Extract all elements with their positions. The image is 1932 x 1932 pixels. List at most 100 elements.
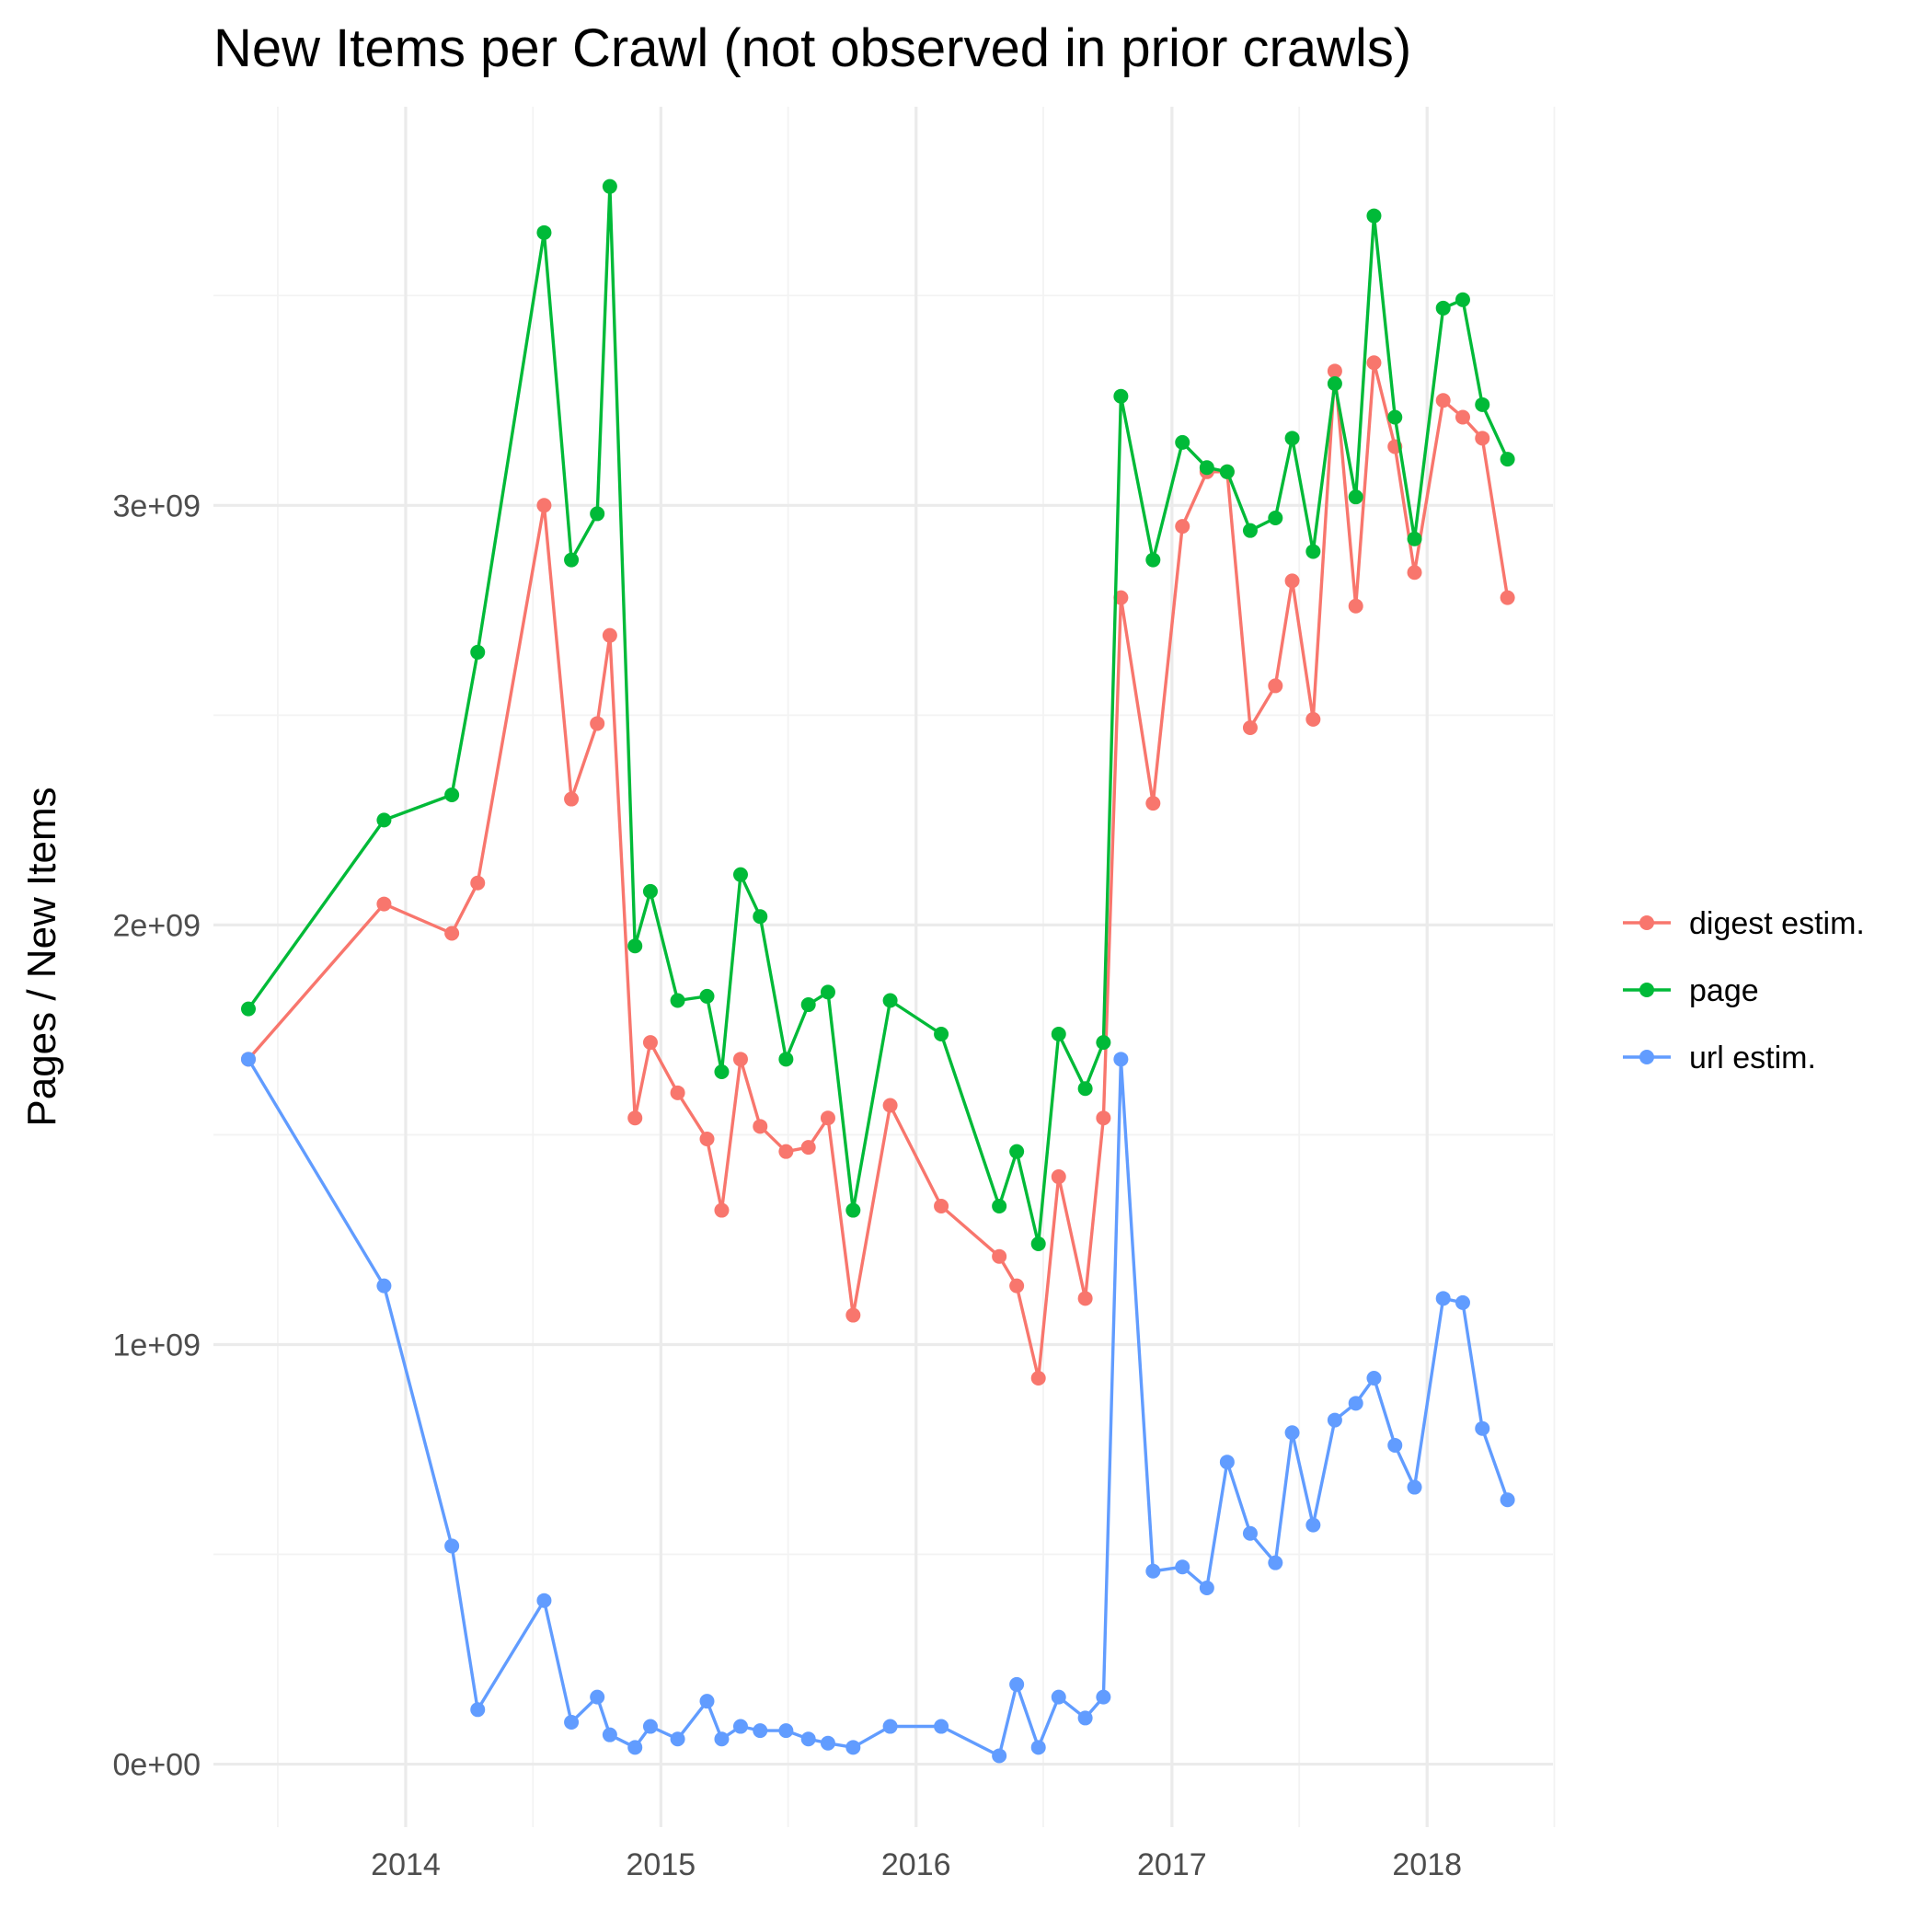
legend-label: digest estim. — [1689, 906, 1865, 941]
data-point — [699, 1132, 715, 1146]
x-axis-ticks: 2014 2015 2016 2017 2018 — [371, 1847, 1462, 1882]
data-point — [1096, 1110, 1111, 1126]
data-point — [1009, 1144, 1025, 1159]
data-point — [1030, 1740, 1046, 1755]
data-point — [820, 984, 835, 1000]
data-point — [992, 1748, 1007, 1764]
data-point — [934, 1719, 949, 1734]
data-point — [536, 498, 552, 513]
data-point — [820, 1110, 835, 1126]
y-tick-label: 1e+09 — [113, 1328, 201, 1363]
data-point — [642, 883, 658, 899]
data-point — [1327, 376, 1342, 392]
data-point — [1284, 431, 1300, 446]
legend: digest estim. page url estim. — [1623, 906, 1865, 1075]
data-point — [1242, 523, 1258, 538]
data-point — [1366, 1370, 1382, 1386]
data-point — [1268, 678, 1283, 694]
data-point — [1407, 531, 1422, 546]
legend-key-point — [1639, 915, 1654, 930]
grid — [213, 107, 1556, 1827]
data-point — [1242, 1525, 1258, 1541]
data-point — [1096, 1035, 1111, 1051]
data-point — [602, 627, 617, 643]
data-point — [714, 1202, 730, 1218]
data-point — [732, 1719, 748, 1734]
legend-label: url estim. — [1689, 1041, 1816, 1075]
data-point — [1455, 409, 1470, 425]
chart-title: New Items per Crawl (not observed in pri… — [213, 18, 1411, 78]
data-point — [1475, 431, 1490, 446]
data-point — [1305, 544, 1321, 559]
data-point — [642, 1719, 658, 1734]
data-point — [1500, 590, 1515, 605]
data-point — [1348, 598, 1363, 614]
data-point — [992, 1248, 1007, 1264]
data-point — [444, 1538, 460, 1554]
data-point — [1435, 1291, 1451, 1306]
data-point — [564, 791, 580, 807]
data-point — [1030, 1236, 1046, 1252]
data-point — [240, 1001, 256, 1017]
data-point — [1199, 1581, 1214, 1596]
data-point — [714, 1064, 730, 1080]
data-point — [1305, 711, 1321, 727]
series-2 — [240, 1052, 1515, 1764]
data-point — [1387, 409, 1403, 425]
data-point — [1284, 1425, 1300, 1441]
data-point — [1242, 720, 1258, 736]
data-point — [1500, 452, 1515, 467]
data-point — [882, 993, 898, 1008]
legend-key-point — [1639, 983, 1654, 997]
series-0 — [240, 355, 1515, 1386]
data-point — [240, 1052, 256, 1067]
data-point — [1145, 1563, 1161, 1579]
data-point — [800, 1140, 816, 1156]
data-point — [670, 1731, 685, 1747]
data-point — [1348, 489, 1363, 505]
data-point — [536, 224, 552, 240]
data-point — [1175, 1559, 1190, 1575]
data-point — [444, 788, 460, 802]
data-point — [1113, 590, 1129, 605]
data-point — [1455, 1294, 1470, 1310]
data-point — [800, 997, 816, 1013]
data-point — [590, 716, 605, 731]
data-point — [1077, 1291, 1093, 1306]
data-point — [1051, 1689, 1066, 1705]
data-point — [778, 1144, 794, 1159]
data-point — [845, 1307, 861, 1323]
data-point — [1387, 1437, 1403, 1453]
data-point — [602, 178, 617, 194]
data-point — [627, 1110, 643, 1126]
data-point — [800, 1731, 816, 1747]
series-layer — [240, 178, 1515, 1764]
data-point — [376, 1278, 392, 1294]
data-point — [1009, 1278, 1025, 1294]
x-tick-label: 2014 — [371, 1847, 441, 1882]
data-point — [1284, 573, 1300, 589]
data-point — [1113, 388, 1129, 404]
data-point — [753, 1119, 768, 1134]
data-point — [376, 896, 392, 912]
data-point — [1219, 464, 1235, 479]
data-point — [1455, 292, 1470, 307]
data-point — [1199, 460, 1214, 476]
data-point — [882, 1719, 898, 1734]
y-axis-ticks: 0e+00 1e+09 2e+09 3e+09 — [113, 489, 201, 1782]
data-point — [1077, 1081, 1093, 1097]
data-point — [699, 988, 715, 1004]
data-point — [714, 1731, 730, 1747]
series-1 — [240, 178, 1515, 1252]
data-point — [590, 1689, 605, 1705]
data-point — [934, 1198, 949, 1213]
series-line — [247, 1057, 1510, 1758]
data-point — [1435, 393, 1451, 408]
y-tick-label: 2e+09 — [113, 908, 201, 943]
data-point — [1145, 796, 1161, 811]
data-point — [1113, 1052, 1129, 1067]
y-tick-label: 3e+09 — [113, 489, 201, 523]
data-point — [670, 1085, 685, 1100]
data-point — [1051, 1169, 1066, 1185]
